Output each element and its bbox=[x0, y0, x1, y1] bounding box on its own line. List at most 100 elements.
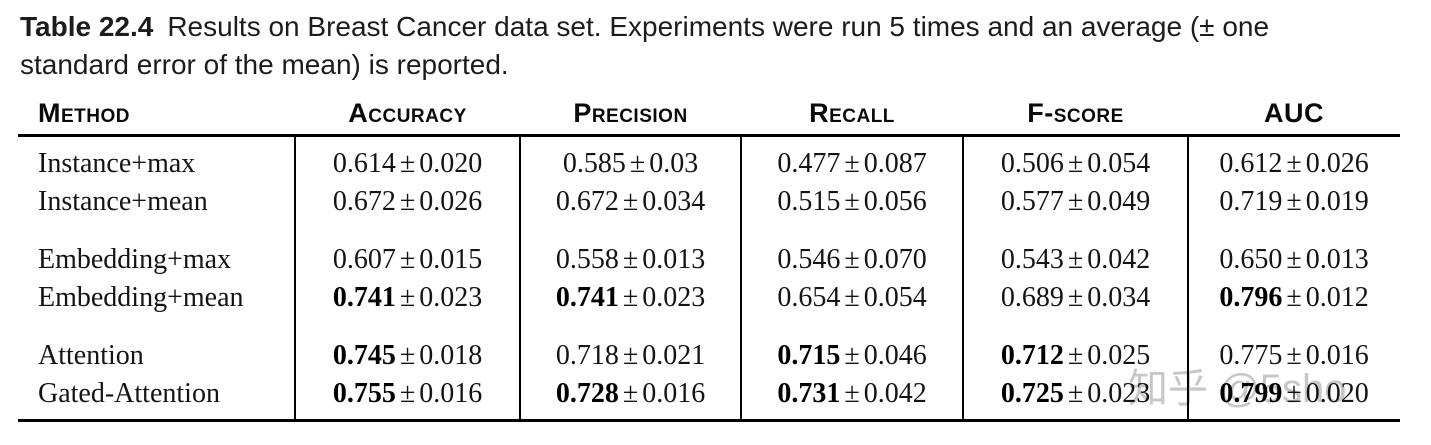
value-cell: 0.612 ±0.026 bbox=[1188, 148, 1400, 180]
error-value: 0.020 bbox=[1305, 378, 1369, 409]
plus-minus-symbol: ± bbox=[399, 340, 416, 371]
mean-value: 0.755 bbox=[332, 378, 396, 409]
plus-minus-symbol: ± bbox=[844, 148, 860, 179]
error-value: 0.023 bbox=[419, 282, 483, 313]
error-value: 0.012 bbox=[1305, 282, 1369, 313]
error-value: 0.021 bbox=[642, 340, 706, 371]
plus-minus-symbol: ± bbox=[1067, 282, 1084, 313]
value-cell: 0.477 ±0.087 bbox=[741, 148, 963, 180]
plus-minus-symbol: ± bbox=[844, 340, 860, 371]
method-cell: Instance+mean bbox=[38, 186, 208, 217]
mean-value: 0.741 bbox=[332, 282, 396, 313]
error-value: 0.013 bbox=[642, 244, 706, 275]
value-cell: 0.546 ±0.070 bbox=[741, 244, 963, 276]
col-header-precision: Precision bbox=[573, 97, 688, 128]
table-caption: Table 22.4 Results on Breast Cancer data … bbox=[20, 8, 1420, 84]
col-header-accuracy: Accuracy bbox=[348, 97, 467, 128]
column-divider bbox=[962, 137, 964, 419]
method-cell: Embedding+mean bbox=[38, 282, 244, 313]
col-header-method: Method bbox=[38, 97, 130, 128]
error-value: 0.054 bbox=[863, 282, 927, 313]
method-cell: Embedding+max bbox=[38, 244, 232, 275]
error-value: 0.026 bbox=[1305, 148, 1369, 179]
error-value: 0.03 bbox=[649, 148, 699, 179]
error-value: 0.026 bbox=[419, 186, 483, 217]
mean-value: 0.585 bbox=[562, 148, 626, 179]
error-value: 0.025 bbox=[1087, 340, 1151, 371]
error-value: 0.020 bbox=[419, 148, 483, 179]
plus-minus-symbol: ± bbox=[399, 148, 416, 179]
mean-value: 0.614 bbox=[332, 148, 396, 179]
value-cell: 0.577 ±0.049 bbox=[963, 186, 1188, 218]
value-cell: 0.614 ±0.020 bbox=[295, 148, 520, 180]
value-cell: 0.775 ±0.016 bbox=[1188, 340, 1400, 372]
value-cell: 0.607 ±0.015 bbox=[295, 244, 520, 276]
mean-value: 0.719 bbox=[1219, 186, 1283, 217]
plus-minus-symbol: ± bbox=[622, 282, 639, 313]
error-value: 0.034 bbox=[642, 186, 706, 217]
mean-value: 0.712 bbox=[1000, 340, 1064, 371]
value-cell: 0.719 ±0.019 bbox=[1188, 186, 1400, 218]
error-value: 0.054 bbox=[1087, 148, 1151, 179]
error-value: 0.019 bbox=[1305, 186, 1369, 217]
value-cell: 0.741 ±0.023 bbox=[295, 282, 520, 314]
mean-value: 0.728 bbox=[555, 378, 619, 409]
mean-value: 0.577 bbox=[1000, 186, 1064, 217]
error-value: 0.015 bbox=[419, 244, 483, 275]
mean-value: 0.506 bbox=[1000, 148, 1064, 179]
mean-value: 0.725 bbox=[1000, 378, 1064, 409]
plus-minus-symbol: ± bbox=[399, 282, 416, 313]
plus-minus-symbol: ± bbox=[1286, 282, 1302, 313]
error-value: 0.016 bbox=[642, 378, 706, 409]
mean-value: 0.607 bbox=[332, 244, 396, 275]
table-caption-line1: Results on Breast Cancer data set. Exper… bbox=[167, 11, 1270, 42]
method-cell: Instance+max bbox=[38, 148, 196, 179]
plus-minus-symbol: ± bbox=[1067, 378, 1084, 409]
table-row: Attention 0.745 ±0.018 0.718 ±0.021 0.715 ±0.0… bbox=[18, 337, 1400, 375]
table-rows: Instance+max 0.614 ±0.020 0.585 ±0.03 0.477 ±0… bbox=[18, 145, 1400, 413]
plus-minus-symbol: ± bbox=[399, 378, 416, 409]
mean-value: 0.689 bbox=[1000, 282, 1064, 313]
table-row: Instance+mean 0.672 ±0.026 0.672 ±0.034 0.515… bbox=[18, 183, 1400, 221]
table-body: Instance+max 0.614 ±0.020 0.585 ±0.03 0.477 ±0… bbox=[18, 134, 1400, 422]
plus-minus-symbol: ± bbox=[399, 244, 416, 275]
plus-minus-symbol: ± bbox=[844, 244, 860, 275]
value-cell: 0.725 ±0.023 bbox=[963, 378, 1188, 410]
plus-minus-symbol: ± bbox=[622, 186, 639, 217]
col-header-recall: Recall bbox=[809, 97, 895, 128]
table-caption-label: Table 22.4 bbox=[20, 11, 154, 42]
error-value: 0.056 bbox=[863, 186, 927, 217]
plus-minus-symbol: ± bbox=[1286, 148, 1302, 179]
value-cell: 0.585 ±0.03 bbox=[520, 148, 741, 180]
method-cell: Gated-Attention bbox=[38, 378, 220, 409]
plus-minus-symbol: ± bbox=[1286, 244, 1302, 275]
value-cell: 0.712 ±0.025 bbox=[963, 340, 1188, 372]
value-cell: 0.650 ±0.013 bbox=[1188, 244, 1400, 276]
table-row: Gated-Attention 0.755 ±0.016 0.728 ±0.016 0.7… bbox=[18, 375, 1400, 413]
table-caption-line2: standard error of the mean) is reported. bbox=[20, 49, 509, 80]
value-cell: 0.558 ±0.013 bbox=[520, 244, 741, 276]
value-cell: 0.672 ±0.034 bbox=[520, 186, 741, 218]
error-value: 0.049 bbox=[1087, 186, 1151, 217]
table-header-row: Method Accuracy Precision Recall F-score… bbox=[18, 92, 1400, 134]
value-cell: 0.715 ±0.046 bbox=[741, 340, 963, 372]
error-value: 0.034 bbox=[1087, 282, 1151, 313]
plus-minus-symbol: ± bbox=[844, 186, 860, 217]
column-divider bbox=[1187, 137, 1189, 419]
col-header-fscore: F-score bbox=[1027, 97, 1124, 128]
table-row: Embedding+mean 0.741 ±0.023 0.741 ±0.023 0.65… bbox=[18, 279, 1400, 317]
mean-value: 0.515 bbox=[777, 186, 841, 217]
plus-minus-symbol: ± bbox=[1067, 244, 1084, 275]
mean-value: 0.745 bbox=[332, 340, 396, 371]
plus-minus-symbol: ± bbox=[1286, 340, 1302, 371]
mean-value: 0.650 bbox=[1219, 244, 1283, 275]
plus-minus-symbol: ± bbox=[629, 148, 646, 179]
value-cell: 0.796 ±0.012 bbox=[1188, 282, 1400, 314]
plus-minus-symbol: ± bbox=[622, 378, 639, 409]
value-cell: 0.741 ±0.023 bbox=[520, 282, 741, 314]
error-value: 0.070 bbox=[863, 244, 927, 275]
mean-value: 0.741 bbox=[555, 282, 619, 313]
mean-value: 0.799 bbox=[1219, 378, 1283, 409]
plus-minus-symbol: ± bbox=[1067, 340, 1084, 371]
